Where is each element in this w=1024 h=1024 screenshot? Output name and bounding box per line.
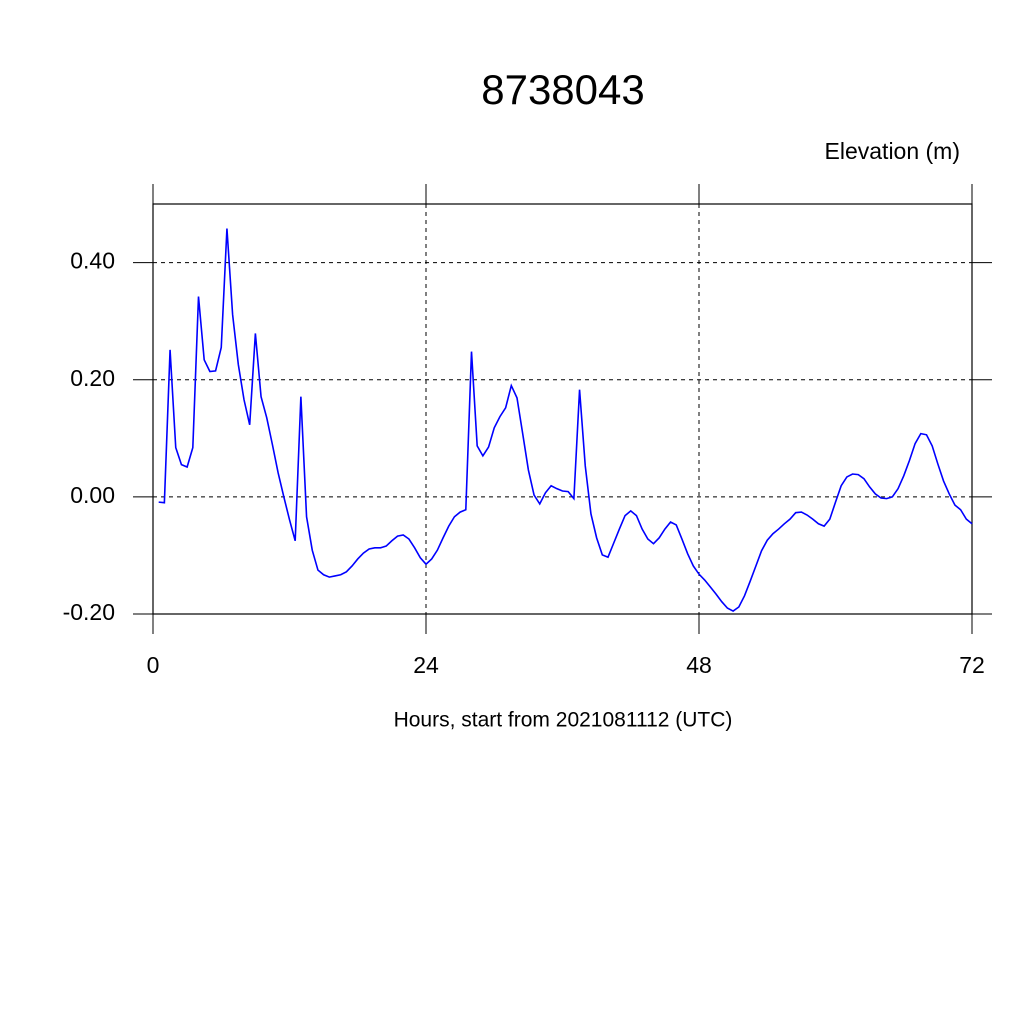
x-tick-label: 0	[147, 652, 160, 678]
y-axis-label: Elevation (m)	[825, 138, 960, 164]
data-line	[158, 228, 973, 613]
y-tick-label: 0.20	[70, 365, 115, 391]
x-tick-label: 24	[413, 652, 439, 678]
x-axis-label: Hours, start from 2021081112 (UTC)	[394, 709, 733, 732]
chart-title: 8738043	[481, 66, 645, 113]
y-tick-label: 0.00	[70, 482, 115, 508]
x-tick-label: 72	[959, 652, 985, 678]
y-tick-label: -0.20	[63, 599, 115, 625]
y-tick-label: 0.40	[70, 248, 115, 274]
x-tick-label: 48	[686, 652, 712, 678]
plot-frame	[152, 203, 973, 615]
